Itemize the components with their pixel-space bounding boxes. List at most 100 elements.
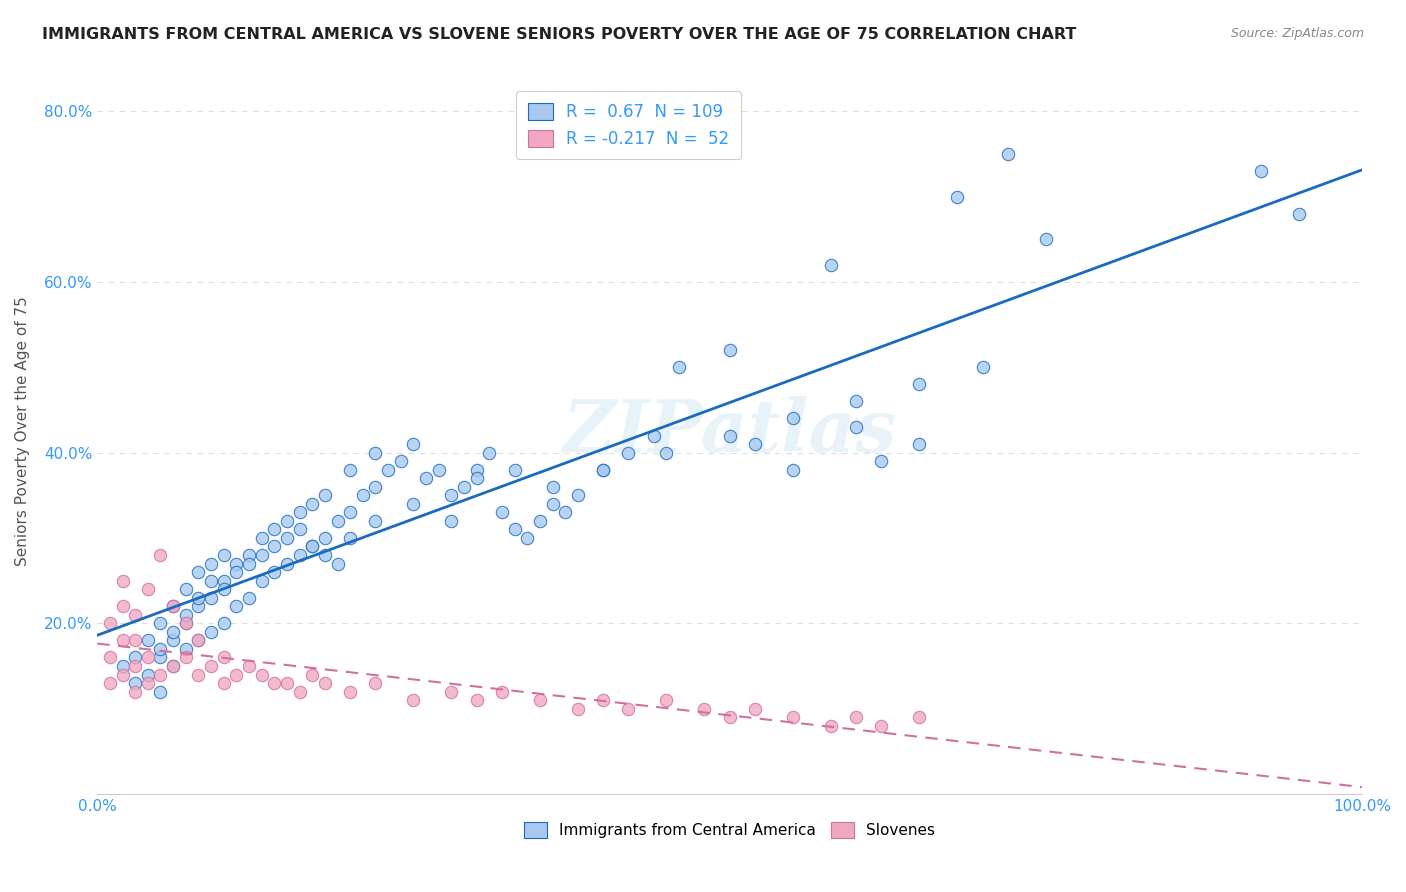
Point [567, 701, 589, 715]
Point [782, 463, 804, 477]
Point [111, 659, 134, 673]
Point [364, 514, 387, 528]
Point [415, 471, 437, 485]
Point [124, 676, 146, 690]
Point [352, 488, 374, 502]
Point [124, 650, 146, 665]
Point [440, 514, 463, 528]
Point [301, 540, 323, 554]
Point [301, 667, 323, 681]
Point [263, 540, 285, 554]
Point [465, 471, 488, 485]
Point [440, 488, 463, 502]
Point [744, 437, 766, 451]
Point [845, 394, 868, 409]
Point [187, 633, 209, 648]
Text: Source: ZipAtlas.com: Source: ZipAtlas.com [1230, 27, 1364, 40]
Point [478, 445, 501, 459]
Point [617, 445, 640, 459]
Point [339, 531, 361, 545]
Point [162, 659, 184, 673]
Point [314, 488, 336, 502]
Point [427, 463, 450, 477]
Point [149, 616, 172, 631]
Point [149, 641, 172, 656]
Point [314, 676, 336, 690]
Point [174, 607, 197, 622]
Point [212, 582, 235, 597]
Point [453, 480, 475, 494]
Point [162, 599, 184, 614]
Point [187, 667, 209, 681]
Point [187, 591, 209, 605]
Point [238, 659, 260, 673]
Point [200, 591, 222, 605]
Point [820, 258, 842, 272]
Point [238, 548, 260, 562]
Point [111, 599, 134, 614]
Point [162, 633, 184, 648]
Point [402, 693, 425, 707]
Point [567, 488, 589, 502]
Point [339, 463, 361, 477]
Point [541, 480, 564, 494]
Point [845, 420, 868, 434]
Point [592, 463, 614, 477]
Point [276, 514, 298, 528]
Point [301, 540, 323, 554]
Point [655, 693, 678, 707]
Point [250, 574, 273, 588]
Point [820, 719, 842, 733]
Point [98, 616, 121, 631]
Point [718, 428, 741, 442]
Y-axis label: Seniors Poverty Over the Age of 75: Seniors Poverty Over the Age of 75 [15, 296, 30, 566]
Point [465, 463, 488, 477]
Point [1288, 206, 1310, 220]
Point [402, 437, 425, 451]
Point [364, 676, 387, 690]
Point [364, 445, 387, 459]
Point [187, 633, 209, 648]
Point [263, 565, 285, 579]
Point [389, 454, 412, 468]
Point [124, 659, 146, 673]
Point [744, 701, 766, 715]
Point [693, 701, 716, 715]
Point [162, 659, 184, 673]
Point [250, 667, 273, 681]
Point [491, 684, 513, 698]
Point [98, 676, 121, 690]
Point [402, 497, 425, 511]
Point [200, 557, 222, 571]
Point [288, 548, 311, 562]
Point [465, 693, 488, 707]
Point [225, 557, 247, 571]
Point [238, 591, 260, 605]
Point [908, 710, 931, 724]
Point [782, 710, 804, 724]
Point [149, 667, 172, 681]
Point [592, 463, 614, 477]
Point [592, 693, 614, 707]
Point [200, 574, 222, 588]
Point [1035, 232, 1057, 246]
Point [225, 565, 247, 579]
Text: ZIPatlas: ZIPatlas [562, 396, 897, 467]
Point [111, 667, 134, 681]
Point [212, 616, 235, 631]
Point [200, 659, 222, 673]
Point [263, 676, 285, 690]
Point [529, 693, 551, 707]
Point [263, 523, 285, 537]
Point [972, 360, 994, 375]
Point [503, 523, 526, 537]
Point [314, 548, 336, 562]
Point [174, 650, 197, 665]
Point [276, 531, 298, 545]
Point [174, 582, 197, 597]
Point [643, 428, 665, 442]
Point [718, 343, 741, 358]
Point [314, 531, 336, 545]
Point [212, 548, 235, 562]
Point [174, 616, 197, 631]
